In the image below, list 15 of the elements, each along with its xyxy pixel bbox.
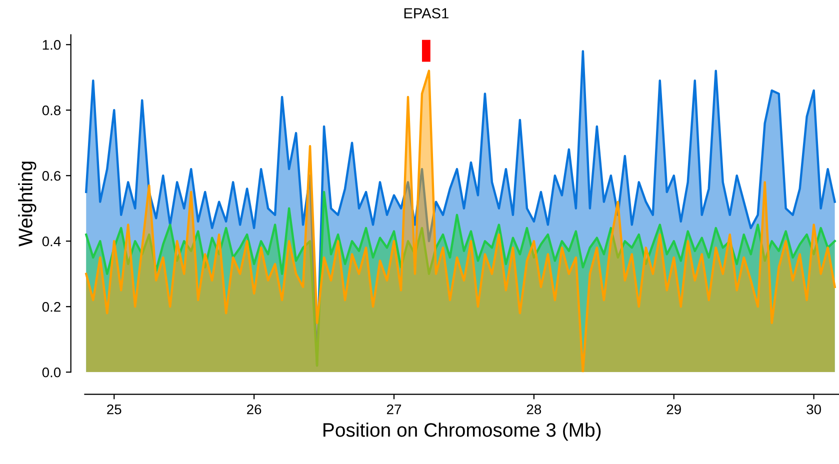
y-tick-label: 0.8 (42, 105, 61, 116)
x-tick-label: 26 (247, 404, 262, 414)
y-tick-label: 1.0 (42, 40, 61, 50)
x-tick-label: 28 (526, 404, 542, 414)
x-tick-label: 27 (386, 404, 402, 414)
y-tick-label: 0.6 (42, 170, 61, 181)
x-tick-label: 30 (806, 404, 821, 414)
x-tick-label: 25 (107, 404, 122, 414)
x-axis-title: Position on Chromosome 3 (Mb) (324, 422, 601, 441)
y-tick-label: 0.2 (42, 302, 60, 312)
y-tick-label: 0.0 (42, 367, 61, 378)
x-tick-label: 29 (666, 404, 681, 414)
band-label: EPAS1 (404, 8, 448, 18)
y-axis-title: Weighting (18, 162, 36, 246)
y-tick-label: 0.4 (42, 236, 61, 246)
